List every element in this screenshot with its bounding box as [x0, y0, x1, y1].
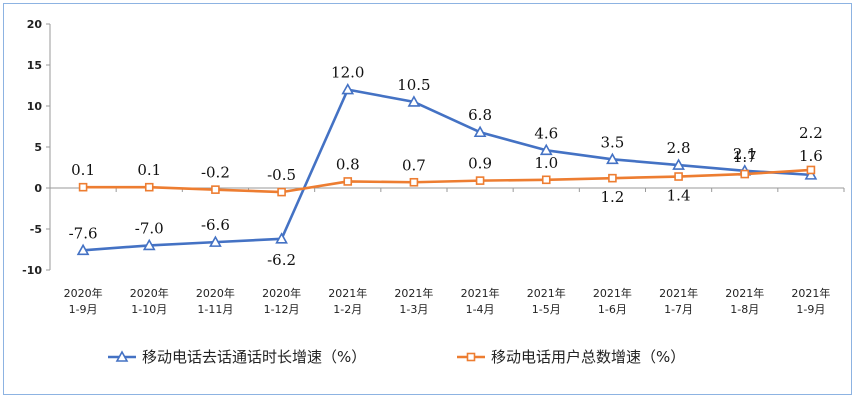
x-tick-label: 2021年 1-5月 — [527, 286, 566, 316]
data-label: -0.5 — [267, 166, 296, 184]
data-point — [78, 182, 88, 192]
chart-frame: -10 -5 0 5 10 15 20 2020年 1-9月 2020年 1-10月 2020年 1-… — [3, 3, 852, 395]
data-label: 1.2 — [600, 188, 624, 206]
x-tick-label: 2020年 1-10月 — [130, 286, 169, 316]
data-label: -7.6 — [69, 224, 98, 242]
data-point — [76, 243, 90, 256]
data-label: -7.0 — [135, 219, 164, 237]
x-tick-label: 2021年 1-7月 — [659, 286, 698, 316]
x-tick-label: 2021年 1-4月 — [461, 286, 500, 316]
legend-marker — [115, 350, 129, 362]
y-axis-ticks: -10 -5 0 5 10 15 20 — [22, 18, 50, 277]
data-label: 3.5 — [600, 133, 624, 151]
data-label: 2.2 — [799, 124, 823, 142]
data-label: 10.5 — [397, 76, 430, 94]
series-line — [82, 88, 811, 252]
x-tick-label: 2021年 1-6月 — [593, 286, 632, 316]
series-1 — [76, 82, 818, 256]
data-label: -0.2 — [201, 164, 230, 182]
data-point — [409, 177, 419, 187]
y-tick-label: 10 — [27, 100, 43, 113]
legend-item-2: 移动电话用户总数增速（%） — [457, 348, 685, 366]
data-label: 6.8 — [468, 106, 492, 124]
y-tick-label: 5 — [34, 141, 42, 154]
data-label: 0.1 — [137, 161, 161, 179]
data-point — [475, 176, 485, 185]
data-label: 2.8 — [667, 139, 691, 157]
x-tick-label: 2021年 1-3月 — [394, 286, 433, 316]
data-label: 12.0 — [331, 64, 364, 82]
x-tick-label: 2021年 1-8月 — [725, 286, 764, 316]
data-point — [473, 125, 487, 138]
data-point — [209, 235, 222, 247]
series-layer — [76, 82, 818, 256]
data-point — [804, 168, 818, 180]
y-tick-label: 20 — [27, 18, 43, 31]
data-point — [539, 143, 553, 156]
data-point — [740, 169, 750, 179]
data-label: 1.6 — [799, 147, 823, 165]
legend-item-1: 移动电话去话通话时长增速（%） — [108, 348, 366, 366]
axes — [49, 24, 845, 270]
data-label: 4.6 — [534, 124, 558, 142]
data-label: 2.1 — [733, 145, 757, 163]
data-point — [674, 172, 683, 181]
data-point — [672, 158, 685, 170]
data-label: -6.2 — [267, 251, 296, 269]
legend-label: 移动电话用户总数增速（%） — [491, 348, 685, 366]
data-label: 1.4 — [667, 187, 691, 205]
data-point — [407, 95, 421, 107]
data-point — [806, 165, 816, 175]
data-point — [144, 182, 154, 192]
y-tick-label: -5 — [30, 223, 42, 236]
x-tick-label: 2020年 1-12月 — [262, 286, 301, 316]
data-label: 1.0 — [534, 154, 558, 172]
data-point — [541, 175, 551, 185]
legend: 移动电话去话通话时长增速（%） 移动电话用户总数增速（%） — [108, 348, 685, 366]
data-point — [606, 152, 619, 165]
legend-label: 移动电话去话通话时长增速（%） — [142, 348, 366, 366]
x-tick-label: 2020年 1-11月 — [196, 286, 235, 316]
x-tick-label: 2021年 1-2月 — [328, 286, 367, 316]
x-tick-label: 2020年 1-9月 — [64, 286, 103, 316]
series-2 — [78, 165, 816, 197]
y-tick-label: -10 — [22, 264, 42, 277]
data-point — [277, 187, 286, 197]
data-label: -6.6 — [201, 216, 230, 234]
legend-marker — [466, 352, 476, 362]
y-tick-label: 0 — [34, 182, 42, 195]
data-label: 1.7 — [733, 148, 757, 166]
data-point — [608, 173, 617, 183]
data-point — [142, 238, 156, 251]
data-point — [341, 82, 355, 95]
y-tick-label: 15 — [27, 59, 42, 72]
data-point — [343, 177, 353, 186]
data-label: 0.8 — [336, 155, 360, 173]
x-axis-ticks: 2020年 1-9月 2020年 1-10月 2020年 1-11月 2020年 1-12月 2… — [64, 286, 831, 316]
data-label: 0.1 — [71, 161, 95, 179]
data-labels: -7.6 -7.0 -6.6-6.212.010.56.84.63.5 2.8 2.1 1… — [69, 64, 823, 269]
data-point — [275, 232, 288, 244]
data-point — [211, 185, 220, 194]
series-line — [83, 168, 811, 194]
x-tick-label: 2021年 1-9月 — [791, 286, 830, 316]
data-label: 0.9 — [468, 155, 492, 173]
data-label: 0.7 — [402, 156, 426, 174]
